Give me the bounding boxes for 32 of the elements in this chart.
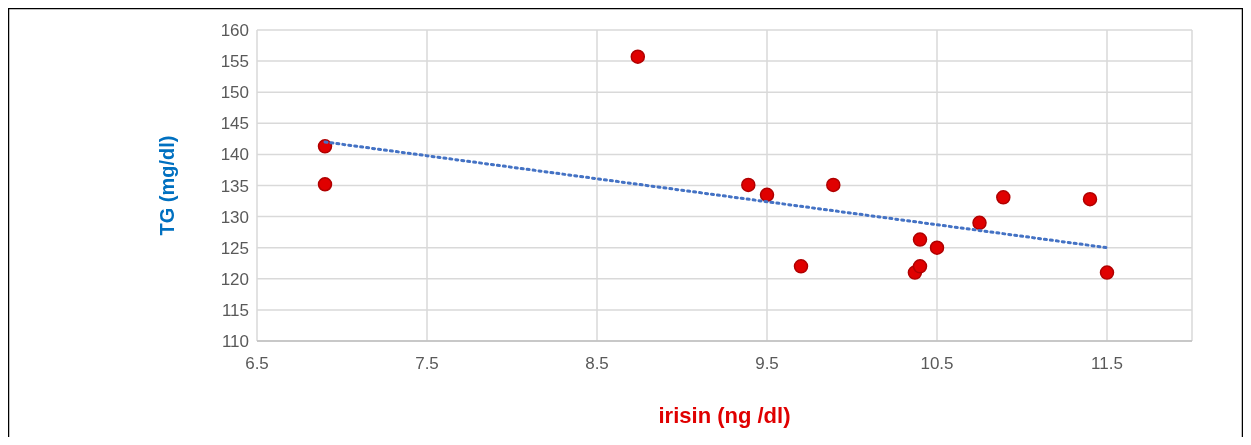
x-tick-label: 8.5 xyxy=(585,354,609,373)
point xyxy=(826,177,841,193)
point xyxy=(630,49,646,64)
point xyxy=(929,240,945,255)
x-tick-label: 11.5 xyxy=(1091,354,1123,373)
x-tick-label: 10.5 xyxy=(920,354,954,373)
y-tick-label: 140 xyxy=(220,145,249,165)
y-tick-label: 150 xyxy=(220,83,249,103)
point xyxy=(1082,191,1098,207)
point xyxy=(741,177,756,193)
x-tick-label: 6.5 xyxy=(245,354,269,373)
y-tick-label: 130 xyxy=(220,207,249,227)
y-tick-label: 115 xyxy=(221,300,249,320)
point xyxy=(912,232,928,247)
y-tick-label: 135 xyxy=(220,176,249,196)
y-axis-title: TG (mg/dl) xyxy=(156,135,178,236)
y-tick-label: 145 xyxy=(220,114,249,134)
x-axis-title: irisin (ng /dl) xyxy=(658,403,791,428)
y-tick-label: 120 xyxy=(220,269,249,289)
y-tick-label: 110 xyxy=(221,332,249,351)
x-tick-label: 9.5 xyxy=(755,354,779,373)
y-tick-label: 125 xyxy=(220,238,249,258)
point xyxy=(912,259,928,274)
point xyxy=(793,259,809,274)
point xyxy=(972,215,987,231)
point xyxy=(996,190,1011,205)
point xyxy=(759,187,775,203)
point xyxy=(317,177,333,192)
x-tick-label: 7.5 xyxy=(415,354,439,373)
point xyxy=(1099,265,1115,280)
y-tick-label: 160 xyxy=(220,21,249,40)
y-tick-label: 155 xyxy=(220,52,249,72)
